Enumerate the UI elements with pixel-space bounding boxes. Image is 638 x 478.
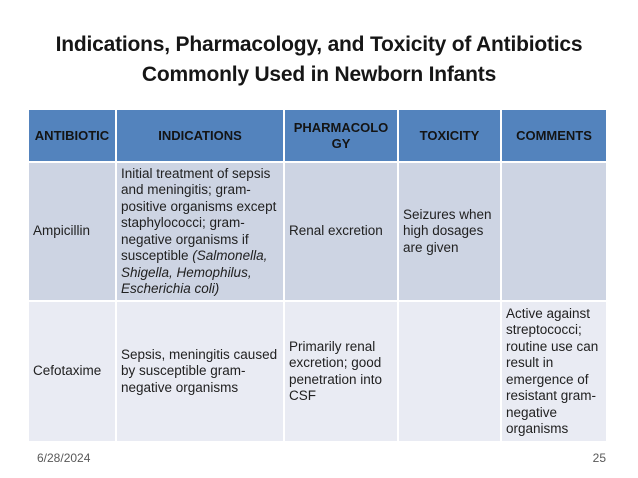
slide-title-line-1: Indications, Pharmacology, and Toxicity …	[55, 33, 583, 56]
column-header-comments: COMMENTS	[500, 108, 608, 163]
indications-text: Initial treatment of sepsis and meningit…	[121, 165, 277, 264]
cell-pharmacology: Renal excretion	[283, 161, 399, 302]
cell-indications: Sepsis, meningitis caused by susceptible…	[115, 300, 285, 443]
cell-comments	[500, 161, 608, 302]
table-header-row: ANTIBIOTIC INDICATIONS PHARMACOLOGY TOXI…	[27, 108, 608, 163]
column-header-pharmacology: PHARMACOLOGY	[283, 108, 399, 163]
column-header-toxicity: TOXICITY	[397, 108, 502, 163]
table-row-cefotaxime: Cefotaxime Sepsis, meningitis caused by …	[27, 300, 608, 443]
antibiotics-table-container: ANTIBIOTIC INDICATIONS PHARMACOLOGY TOXI…	[27, 108, 608, 443]
column-header-indications: INDICATIONS	[115, 108, 285, 163]
cell-toxicity: Seizures when high dosages are given	[397, 161, 502, 302]
slide-title-line-2: Commonly Used in Newborn Infants	[141, 63, 497, 86]
cell-comments: Active against streptococci; routine use…	[500, 300, 608, 443]
cell-antibiotic-name: Cefotaxime	[27, 300, 117, 443]
slide-date: 6/28/2024	[37, 451, 91, 465]
slide-page-number: 25	[592, 451, 606, 465]
cell-toxicity	[397, 300, 502, 443]
table-row-ampicillin: Ampicillin Initial treatment of sepsis a…	[27, 161, 608, 302]
column-header-antibiotic: ANTIBIOTIC	[27, 108, 117, 163]
cell-antibiotic-name: Ampicillin	[27, 161, 117, 302]
cell-indications: Initial treatment of sepsis and meningit…	[115, 161, 285, 302]
indications-species-italic: (Salmonella, Shigella, Hemophilus, Esche…	[121, 248, 268, 296]
slide-footer: 6/28/2024 25	[0, 451, 638, 471]
indications-text: Sepsis, meningitis caused by susceptible…	[121, 346, 278, 395]
antibiotics-table: ANTIBIOTIC INDICATIONS PHARMACOLOGY TOXI…	[27, 108, 608, 443]
cell-pharmacology: Primarily renal excretion; good penetrat…	[283, 300, 399, 443]
slide-title: Indications, Pharmacology, and Toxicity …	[20, 30, 618, 90]
